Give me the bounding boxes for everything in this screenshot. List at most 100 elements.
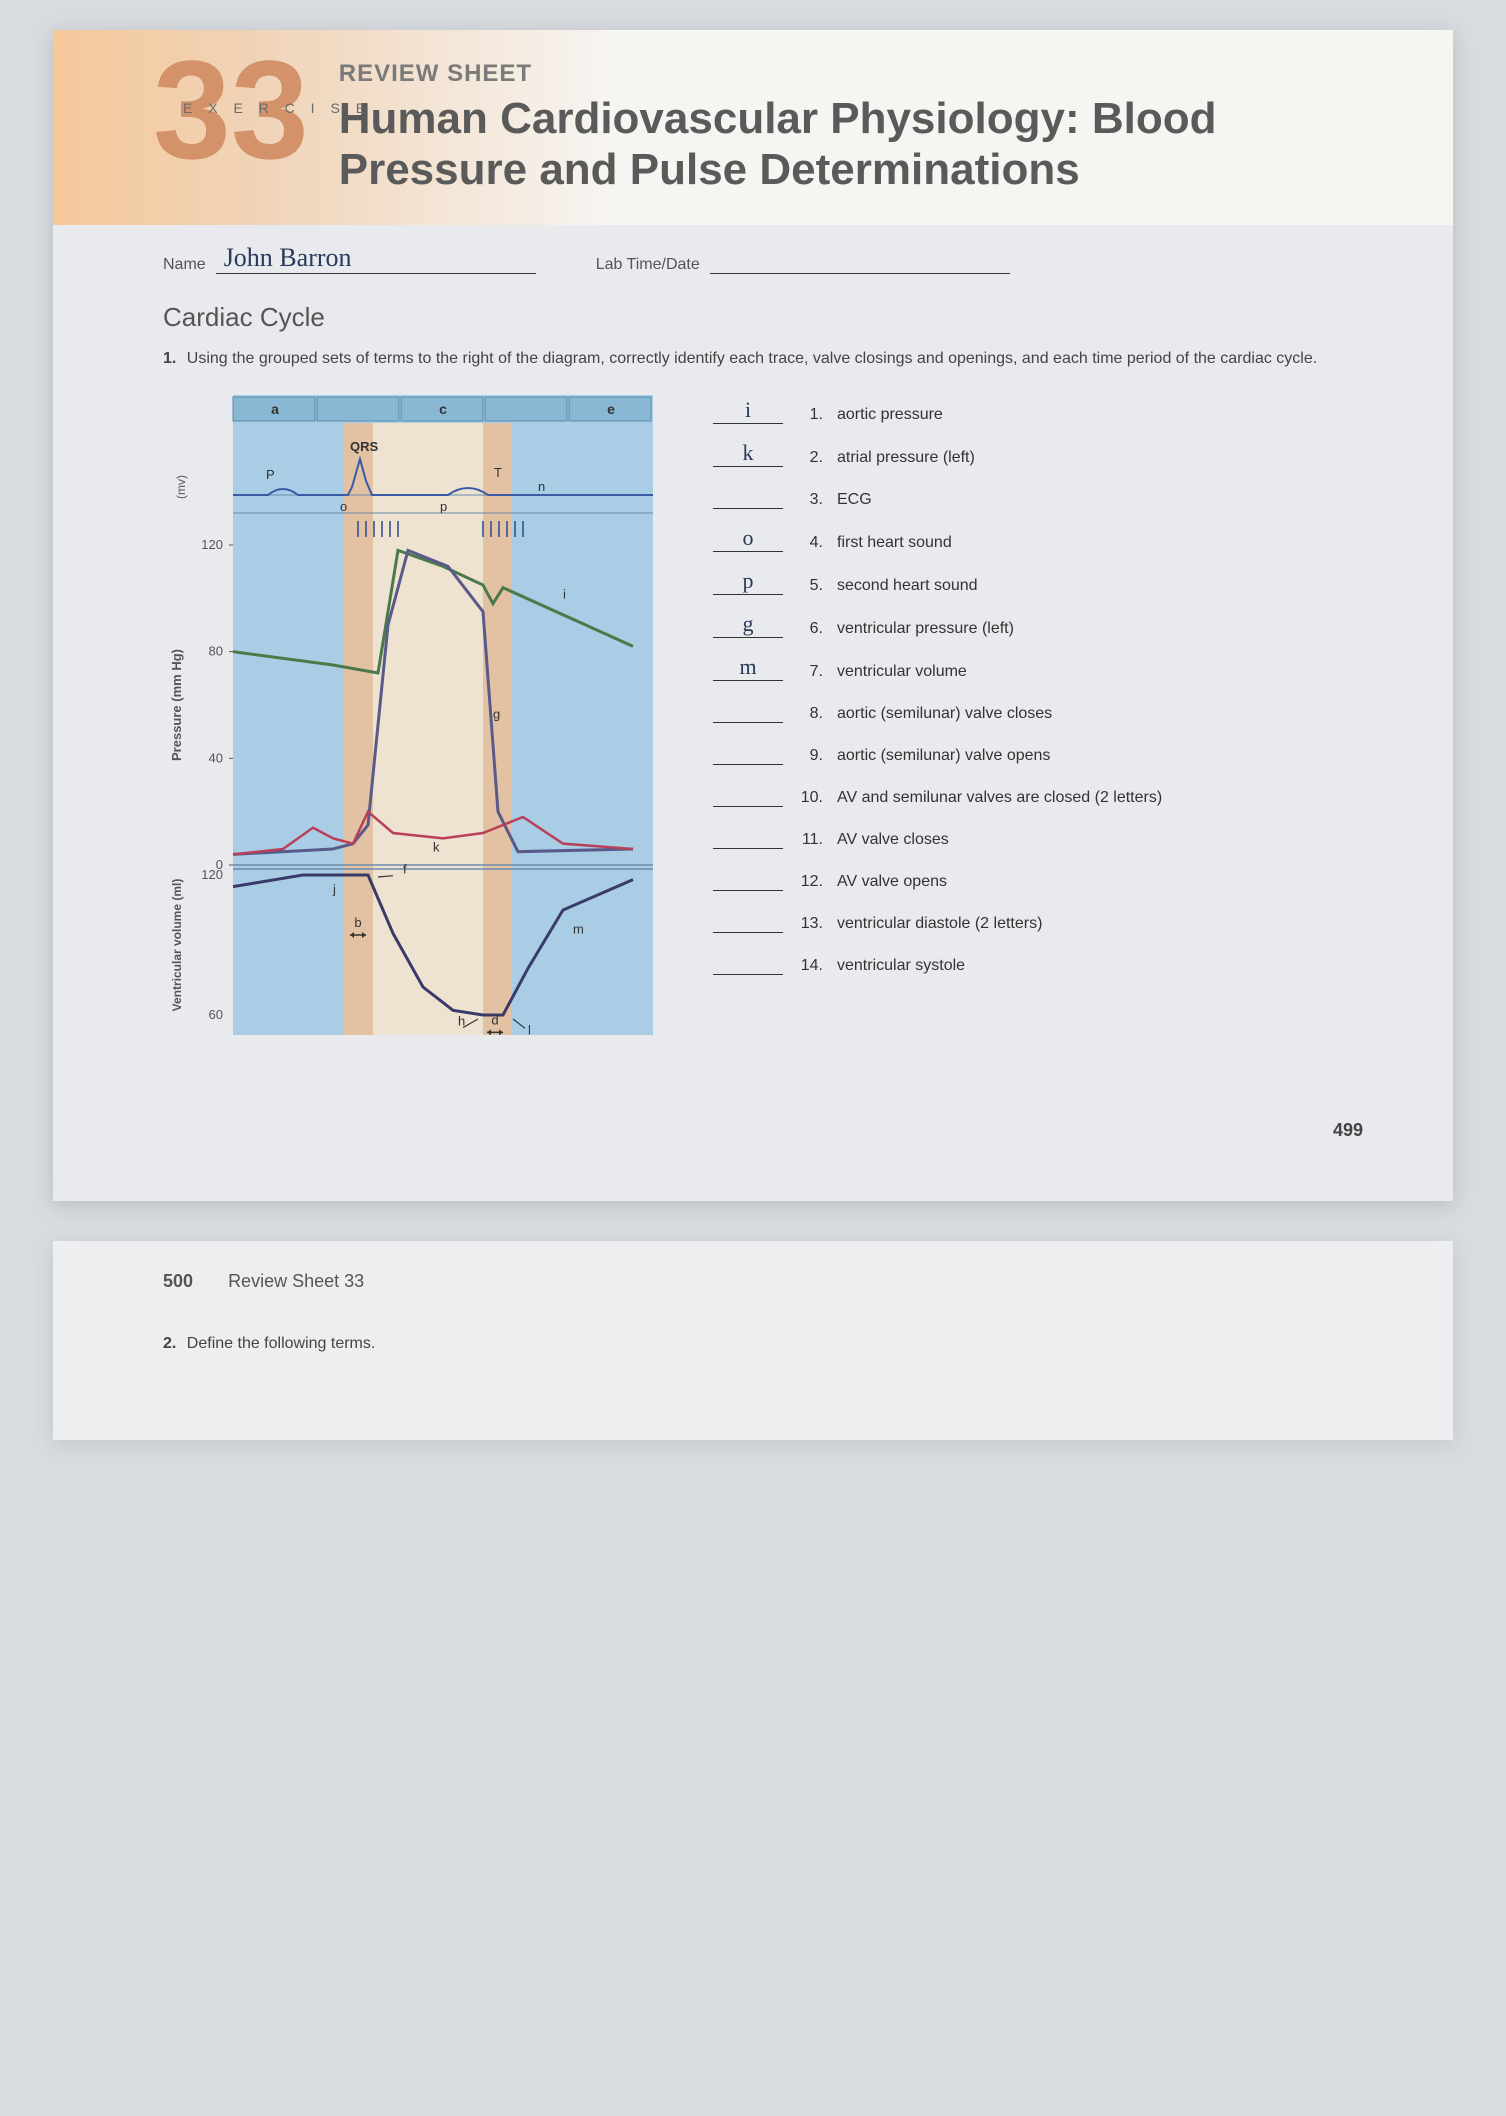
worksheet-page-2: 500 Review Sheet 33 2. Define the follow… xyxy=(53,1241,1453,1440)
question-1: 1. Using the grouped sets of terms to th… xyxy=(163,347,1363,371)
answer-blank[interactable] xyxy=(713,867,783,891)
svg-text:o: o xyxy=(340,499,347,514)
name-value[interactable]: John Barron xyxy=(216,245,536,274)
answer-number: 5. xyxy=(797,577,823,595)
svg-text:c: c xyxy=(439,401,447,417)
exercise-label: E X E R C I S E xyxy=(183,100,371,116)
svg-text:QRS: QRS xyxy=(350,439,379,454)
page-number-right: 499 xyxy=(53,1080,1453,1141)
svg-text:T: T xyxy=(494,465,502,480)
svg-text:m: m xyxy=(573,922,584,937)
answer-blank[interactable]: k xyxy=(713,442,783,467)
answer-blank[interactable]: p xyxy=(713,570,783,595)
name-field: Name John Barron xyxy=(163,245,536,274)
answer-label: ventricular pressure (left) xyxy=(837,620,1014,638)
answer-blank[interactable]: i xyxy=(713,399,783,424)
worksheet-page-1: using Mastering A&P™ 33 E X E R C I S E … xyxy=(53,30,1453,1201)
svg-text:n: n xyxy=(538,479,545,494)
answer-item: m 7. ventricular volume xyxy=(713,656,1363,681)
answer-number: 10. xyxy=(797,789,823,807)
labtime-label: Lab Time/Date xyxy=(596,256,700,274)
answer-label: first heart sound xyxy=(837,534,952,552)
content-area: Name John Barron Lab Time/Date Cardiac C… xyxy=(53,225,1453,1080)
svg-text:k: k xyxy=(433,840,440,855)
svg-text:120: 120 xyxy=(201,867,223,882)
answer-item: 12. AV valve opens xyxy=(713,867,1363,891)
answer-number: 9. xyxy=(797,747,823,765)
cardiac-cycle-diagram: acePQRSTnop(mv)04080120Pressure (mm Hg)i… xyxy=(163,395,663,1035)
answer-blank[interactable] xyxy=(713,825,783,849)
answer-number: 2. xyxy=(797,449,823,467)
answer-item: i1.aortic pressure xyxy=(713,399,1363,424)
answer-number: 13. xyxy=(797,915,823,933)
answer-item: 3. ECG xyxy=(713,485,1363,509)
answer-blank[interactable] xyxy=(713,951,783,975)
page-number-left: 500 xyxy=(163,1271,193,1291)
answer-blank[interactable] xyxy=(713,783,783,807)
answer-label: aortic (semilunar) valve closes xyxy=(837,705,1052,723)
question-2: 2. Define the following terms. xyxy=(163,1332,1363,1356)
answer-item: p5.second heart sound xyxy=(713,570,1363,595)
svg-text:a: a xyxy=(271,401,279,417)
answer-blank[interactable] xyxy=(713,485,783,509)
answer-label: aortic pressure xyxy=(837,406,943,424)
answer-item: 10. AV and semilunar valves are closed (2… xyxy=(713,783,1363,807)
answer-blank[interactable]: m xyxy=(713,656,783,681)
answer-column: i1.aortic pressure k 2. atrial pressure (le… xyxy=(713,395,1363,993)
q2-number: 2. xyxy=(163,1335,176,1352)
answer-number: 11. xyxy=(797,831,823,849)
svg-text:P: P xyxy=(266,467,275,482)
answer-item: k 2. atrial pressure (left) xyxy=(713,442,1363,467)
section-title: Cardiac Cycle xyxy=(163,302,1363,333)
main-title: Human Cardiovascular Physiology: Blood P… xyxy=(339,94,1393,195)
svg-text:e: e xyxy=(607,401,615,417)
answer-blank[interactable] xyxy=(713,909,783,933)
svg-text:(mv): (mv) xyxy=(174,475,188,499)
answer-label: ventricular diastole (2 letters) xyxy=(837,915,1042,933)
page-2-header: 500 Review Sheet 33 xyxy=(163,1271,1363,1292)
answer-number: 4. xyxy=(797,534,823,552)
q2-text: Define the following terms. xyxy=(187,1335,376,1352)
answer-number: 7. xyxy=(797,663,823,681)
svg-text:80: 80 xyxy=(209,644,223,659)
page-2-label: Review Sheet 33 xyxy=(228,1271,364,1291)
answer-label: ECG xyxy=(837,491,872,509)
answer-number: 8. xyxy=(797,705,823,723)
svg-text:b: b xyxy=(354,915,361,930)
q1-number: 1. xyxy=(163,350,176,367)
svg-text:Pressure (mm Hg): Pressure (mm Hg) xyxy=(169,649,184,761)
svg-text:60: 60 xyxy=(209,1007,223,1022)
answer-item: 14.ventricular systole xyxy=(713,951,1363,975)
diagram-column: acePQRSTnop(mv)04080120Pressure (mm Hg)i… xyxy=(163,395,663,1040)
title-block: REVIEW SHEET Human Cardiovascular Physio… xyxy=(339,50,1393,195)
answer-number: 3. xyxy=(797,491,823,509)
answer-item: 9. aortic (semilunar) valve opens xyxy=(713,741,1363,765)
answer-label: ventricular volume xyxy=(837,663,967,681)
svg-text:120: 120 xyxy=(201,537,223,552)
answer-label: ventricular systole xyxy=(837,957,965,975)
answer-blank[interactable]: o xyxy=(713,527,783,552)
answer-label: AV and semilunar valves are closed (2 le… xyxy=(837,789,1162,807)
svg-text:f: f xyxy=(403,862,407,877)
answer-blank[interactable] xyxy=(713,741,783,765)
answer-blank[interactable] xyxy=(713,699,783,723)
answer-blank[interactable]: g xyxy=(713,613,783,638)
q1-text: Using the grouped sets of terms to the r… xyxy=(187,350,1317,367)
answer-item: g6.ventricular pressure (left) xyxy=(713,613,1363,638)
svg-text:g: g xyxy=(493,707,500,722)
header-band: 33 E X E R C I S E REVIEW SHEET Human Ca… xyxy=(53,30,1453,225)
svg-text:d: d xyxy=(491,1013,498,1028)
svg-text:40: 40 xyxy=(209,751,223,766)
review-sheet-label: REVIEW SHEET xyxy=(339,60,1393,88)
answer-label: atrial pressure (left) xyxy=(837,449,975,467)
svg-text:Ventricular volume (ml): Ventricular volume (ml) xyxy=(170,879,184,1012)
answer-item: 13. ventricular diastole (2 letters) xyxy=(713,909,1363,933)
answer-label: aortic (semilunar) valve opens xyxy=(837,747,1050,765)
answer-number: 12. xyxy=(797,873,823,891)
labtime-value[interactable] xyxy=(710,248,1010,274)
name-row: Name John Barron Lab Time/Date xyxy=(163,245,1363,274)
svg-text:l: l xyxy=(528,1023,531,1036)
svg-text:j: j xyxy=(332,882,336,897)
svg-text:i: i xyxy=(563,587,566,602)
answer-label: AV valve opens xyxy=(837,873,947,891)
